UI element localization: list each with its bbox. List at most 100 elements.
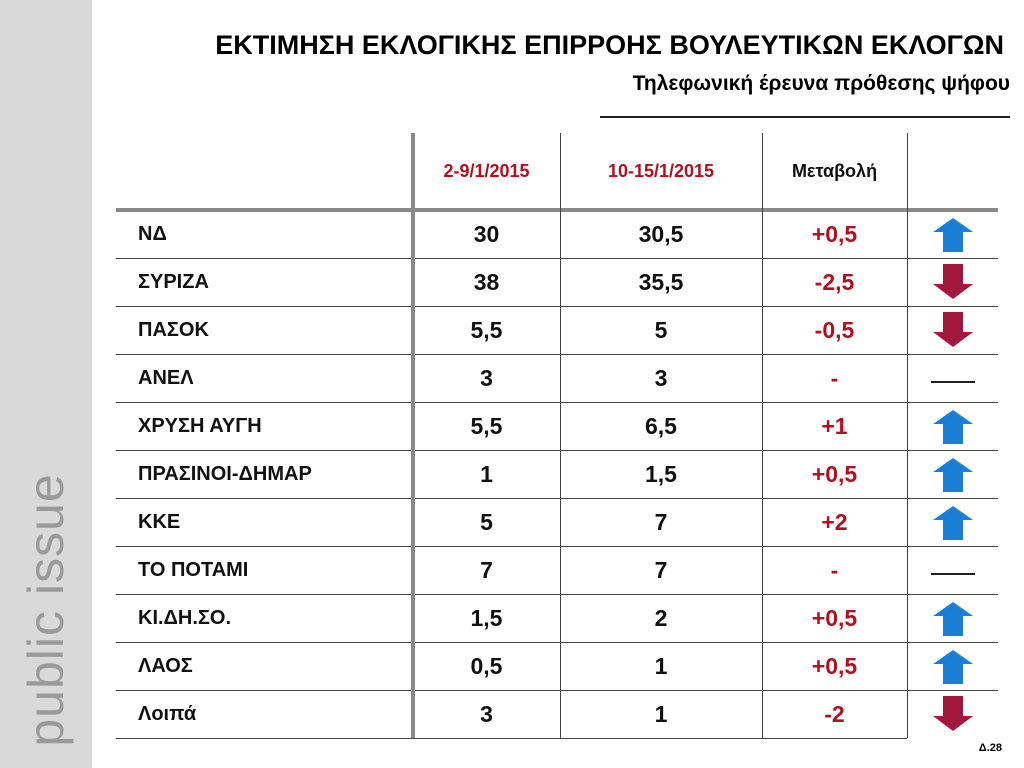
value: 7	[654, 556, 668, 583]
value: 0,5	[470, 652, 503, 679]
page-number: Δ.28	[978, 742, 1002, 754]
arrow	[932, 602, 973, 636]
value: 5	[480, 508, 493, 535]
change-value: -2	[824, 700, 845, 727]
arrow	[932, 410, 973, 444]
value: 1	[654, 652, 668, 679]
arrow	[932, 264, 973, 299]
sidebar: public issue	[0, 0, 92, 768]
column-rule	[560, 133, 561, 738]
arrow-shape	[932, 602, 973, 636]
change-value: -	[830, 364, 839, 391]
party-name: ΚΙ.ΔΗ.ΣΟ.	[138, 606, 232, 629]
column-header: Μεταβολή	[791, 161, 878, 181]
change-value: +0,5	[811, 604, 858, 631]
value: 30	[473, 220, 500, 247]
party-name: ΠΡΑΣΙΝΟΙ-ΔΗΜΑΡ	[138, 462, 312, 485]
arrow	[930, 381, 975, 383]
value: 5,5	[470, 316, 503, 343]
value: 3	[480, 364, 493, 391]
trend-icon	[907, 258, 998, 306]
column-header: 10-15/1/2015	[607, 161, 715, 181]
trend-icon	[907, 210, 998, 258]
value: 38	[473, 268, 500, 295]
value: 1	[654, 700, 668, 727]
column-rule	[907, 133, 908, 738]
bottom-rule	[116, 738, 907, 739]
arrow	[932, 506, 973, 540]
change-value: +2	[821, 508, 848, 535]
arrow	[932, 458, 973, 492]
arrow-shape	[932, 312, 973, 347]
row-rule	[116, 402, 998, 403]
column-header: 2-9/1/2015	[443, 161, 530, 181]
arrow-shape	[932, 506, 973, 540]
trend-icon	[907, 642, 998, 690]
value: 6,5	[645, 412, 677, 439]
arrow	[932, 650, 973, 684]
row-rule	[116, 306, 998, 307]
arrow-shape	[932, 410, 973, 444]
value: 3	[654, 364, 668, 391]
party-name: ΣΥΡΙΖΑ	[138, 270, 209, 293]
party-name: ΧΡΥΣΗ ΑΥΓΗ	[138, 414, 262, 437]
row-rule	[116, 642, 998, 643]
row-rule	[116, 594, 998, 595]
trend-icon	[907, 306, 998, 354]
arrow-shape	[932, 650, 973, 684]
change-value: +0,5	[811, 460, 858, 487]
trend-icon	[907, 690, 998, 738]
trend-icon	[907, 450, 998, 498]
row-rule	[116, 690, 998, 691]
row-rule	[116, 450, 998, 451]
trend-icon	[907, 546, 998, 594]
change-value: -	[830, 556, 839, 583]
value: 5,5	[470, 412, 503, 439]
value: 5	[654, 316, 668, 343]
arrow	[930, 573, 975, 575]
party-name: ΛΑΟΣ	[138, 654, 193, 677]
trend-icon	[907, 594, 998, 642]
row-rule	[116, 546, 998, 547]
brand: public issue	[18, 473, 74, 747]
arrow-shape	[932, 696, 973, 731]
change-value: +0,5	[811, 652, 858, 679]
value: 3	[480, 700, 493, 727]
party-name: ΠΑΣΟΚ	[138, 318, 209, 341]
party-name: ΝΔ	[138, 222, 167, 245]
party-name: ΑΝΕΛ	[138, 366, 194, 389]
arrow-shape	[932, 264, 973, 299]
arrow-shape	[932, 458, 973, 492]
subtitle: Τηλεφωνική έρευνα πρόθεσης ψήφου	[632, 72, 1010, 95]
value: 1,5	[470, 604, 503, 631]
title-rule	[600, 116, 1010, 118]
arrow	[932, 696, 973, 731]
arrow-shape	[932, 218, 973, 252]
value: 7	[480, 556, 493, 583]
header-rule	[116, 208, 998, 212]
value: 2	[654, 604, 668, 631]
trend-icon	[907, 354, 998, 402]
row-rule	[116, 354, 998, 355]
arrow	[932, 312, 973, 347]
value: 30,5	[638, 220, 684, 247]
row-rule	[116, 498, 998, 499]
change-value: +1	[821, 412, 848, 439]
change-value: -0,5	[814, 316, 855, 343]
party-name: ΚΚΕ	[138, 510, 181, 533]
trend-icon	[907, 498, 998, 546]
column-rule	[411, 133, 415, 738]
column-rule	[762, 133, 763, 738]
arrow	[932, 218, 973, 252]
trend-icon	[907, 402, 998, 450]
value: 7	[654, 508, 668, 535]
value: 1	[480, 460, 493, 487]
value: 35,5	[638, 268, 684, 295]
title: ΕΚΤΙΜΗΣΗ ΕΚΛΟΓΙΚΗΣ ΕΠΙΡΡΟΗΣ ΒΟΥΛΕΥΤΙΚΩΝ …	[215, 30, 1004, 60]
change-value: +0,5	[811, 220, 858, 247]
party-name: ΤΟ ΠΟΤΑΜΙ	[138, 558, 249, 581]
party-name: Λοιπά	[138, 702, 197, 725]
change-value: -2,5	[814, 268, 855, 295]
value: 1,5	[645, 460, 677, 487]
